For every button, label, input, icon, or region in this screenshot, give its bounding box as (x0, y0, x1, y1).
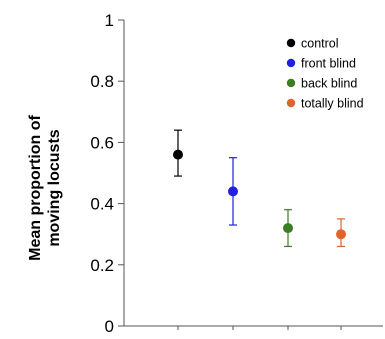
y-tick-label-0: 0 (105, 317, 114, 336)
axes (123, 20, 383, 330)
legend-label-totally-blind: totally blind (301, 97, 364, 111)
legend-marker-back-blind (286, 78, 296, 88)
y-tick-label-2: 0.4 (90, 195, 114, 214)
point-front-blind (228, 186, 238, 197)
legend-label-control: control (301, 37, 339, 51)
point-control (173, 149, 183, 160)
legend-label-back-blind: back blind (301, 77, 357, 91)
y-axis-label-line-1: Mean proportion of (27, 114, 44, 260)
legend-label-front-blind: front blind (301, 57, 356, 71)
data-points (173, 129, 346, 248)
y-tick-label-3: 0.6 (90, 133, 114, 152)
point-totally-blind (336, 229, 346, 240)
y-axis-label-line-2: moving locusts (46, 129, 63, 246)
legend-marker-control (286, 38, 296, 48)
legend-marker-totally-blind (286, 98, 296, 108)
y-tick-label-4: 0.8 (90, 72, 114, 91)
point-back-blind (283, 223, 293, 234)
y-axis-label: Mean proportion of moving locusts (27, 114, 63, 260)
legend: control front blind back blind totally blin… (286, 37, 364, 111)
legend-marker-front-blind (286, 58, 296, 68)
y-ticks: 0 0.2 0.4 0.6 0.8 1 (90, 11, 124, 336)
y-tick-label-1: 0.2 (90, 256, 114, 275)
y-tick-label-5: 1 (105, 11, 114, 30)
